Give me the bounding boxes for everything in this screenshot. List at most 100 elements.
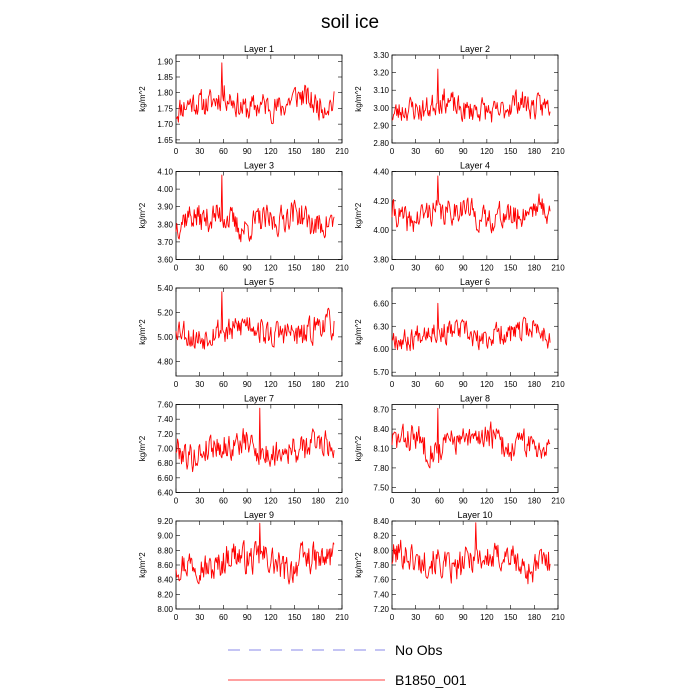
y-tick-label: 7.80 (373, 561, 389, 570)
x-tick-label: 60 (219, 497, 228, 506)
x-tick-label: 150 (504, 380, 518, 389)
series-line-b1850-001 (175, 62, 335, 125)
x-tick-label: 150 (504, 264, 518, 273)
y-tick-label: 3.30 (373, 51, 389, 60)
panel-title: Layer 2 (460, 44, 490, 54)
y-tick-label: 6.60 (373, 299, 389, 308)
series-line-b1850-001 (175, 407, 335, 473)
x-tick-label: 90 (243, 147, 252, 156)
x-tick-label: 210 (551, 147, 565, 156)
x-tick-label: 210 (551, 380, 565, 389)
legend-model-label: B1850_001 (395, 672, 467, 688)
y-tick-label: 6.40 (157, 489, 173, 498)
x-tick-label: 0 (390, 613, 395, 622)
y-axis-label: kg/m^2 (354, 86, 363, 112)
panel-title: Layer 10 (457, 510, 492, 520)
series-line-b1850-001 (391, 302, 551, 352)
y-tick-label: 8.20 (157, 590, 173, 599)
x-tick-label: 60 (219, 613, 228, 622)
plot-frame (391, 520, 559, 610)
y-axis-label: kg/m^2 (138, 435, 147, 461)
x-tick-label: 90 (243, 264, 252, 273)
legend: No Obs B1850_001 (228, 642, 467, 688)
x-tick-label: 30 (411, 613, 420, 622)
x-tick-label: 0 (174, 380, 179, 389)
y-tick-label: 7.60 (157, 401, 173, 410)
panel-layer-4: Layer 4 0 30 60 90 120 150 180 210 3.80 4.00 4.20 4.… (354, 161, 565, 273)
plot-frame (175, 54, 343, 144)
y-tick-label: 7.20 (157, 430, 173, 439)
x-tick-label: 210 (551, 497, 565, 506)
y-tick-label: 1.90 (157, 57, 173, 66)
figure-title: soil ice (321, 12, 379, 33)
x-tick-label: 0 (174, 613, 179, 622)
y-tick-label: 5.00 (157, 333, 173, 342)
y-tick-label: 3.20 (373, 69, 389, 78)
x-tick-label: 210 (551, 613, 565, 622)
y-tick-label: 3.80 (373, 256, 389, 265)
x-tick-label: 120 (264, 380, 278, 389)
y-tick-label: 1.70 (157, 120, 173, 129)
y-tick-label: 6.30 (373, 322, 389, 331)
x-tick-label: 60 (435, 380, 444, 389)
panel-title: Layer 7 (244, 394, 274, 404)
x-tick-label: 150 (288, 380, 302, 389)
x-tick-label: 60 (435, 497, 444, 506)
plot-frame (391, 54, 559, 144)
x-tick-label: 180 (312, 497, 326, 506)
x-tick-label: 90 (243, 613, 252, 622)
x-tick-label: 120 (480, 613, 494, 622)
y-tick-label: 8.40 (373, 425, 389, 434)
x-tick-label: 90 (459, 613, 468, 622)
x-tick-label: 90 (459, 380, 468, 389)
x-tick-label: 30 (411, 380, 420, 389)
y-tick-label: 6.00 (373, 345, 389, 354)
x-tick-label: 30 (195, 147, 204, 156)
x-tick-label: 150 (504, 497, 518, 506)
y-tick-label: 3.90 (157, 203, 173, 212)
x-tick-label: 60 (435, 613, 444, 622)
series-line-b1850-001 (391, 522, 551, 585)
y-tick-label: 4.80 (157, 357, 173, 366)
y-tick-label: 8.60 (157, 561, 173, 570)
series-line-b1850-001 (391, 175, 551, 234)
x-tick-label: 60 (435, 264, 444, 273)
x-tick-label: 60 (219, 147, 228, 156)
x-tick-label: 180 (312, 613, 326, 622)
y-tick-label: 1.85 (157, 73, 173, 82)
y-tick-label: 3.60 (157, 256, 173, 265)
x-tick-label: 150 (288, 264, 302, 273)
x-tick-label: 0 (174, 264, 179, 273)
y-tick-label: 7.80 (373, 464, 389, 473)
x-tick-label: 120 (480, 497, 494, 506)
y-axis-label: kg/m^2 (138, 552, 147, 578)
y-tick-label: 8.70 (373, 406, 389, 415)
x-tick-label: 120 (480, 147, 494, 156)
x-tick-label: 0 (174, 147, 179, 156)
x-tick-label: 60 (435, 147, 444, 156)
y-tick-label: 9.00 (157, 532, 173, 541)
x-tick-label: 90 (243, 497, 252, 506)
y-axis-label: kg/m^2 (354, 435, 363, 461)
y-tick-label: 6.60 (157, 474, 173, 483)
x-tick-label: 90 (459, 497, 468, 506)
series-line-b1850-001 (391, 68, 551, 123)
y-tick-label: 7.20 (373, 605, 389, 614)
x-tick-label: 60 (219, 264, 228, 273)
y-tick-label: 3.10 (373, 86, 389, 95)
y-tick-label: 8.00 (157, 605, 173, 614)
y-tick-label: 3.00 (373, 104, 389, 113)
y-axis-label: kg/m^2 (138, 86, 147, 112)
x-tick-label: 150 (504, 613, 518, 622)
x-tick-label: 180 (312, 264, 326, 273)
plot-frame (391, 287, 559, 377)
x-tick-label: 210 (335, 264, 349, 273)
panel-layer-7: Layer 7 0 30 60 90 120 150 180 210 6.40 6.60 6.80 7.… (138, 394, 349, 506)
y-tick-label: 5.20 (157, 308, 173, 317)
y-tick-label: 1.75 (157, 104, 173, 113)
x-tick-label: 30 (195, 613, 204, 622)
y-tick-label: 9.20 (157, 517, 173, 526)
x-tick-label: 180 (528, 264, 542, 273)
y-tick-label: 6.80 (157, 459, 173, 468)
x-tick-label: 120 (480, 380, 494, 389)
